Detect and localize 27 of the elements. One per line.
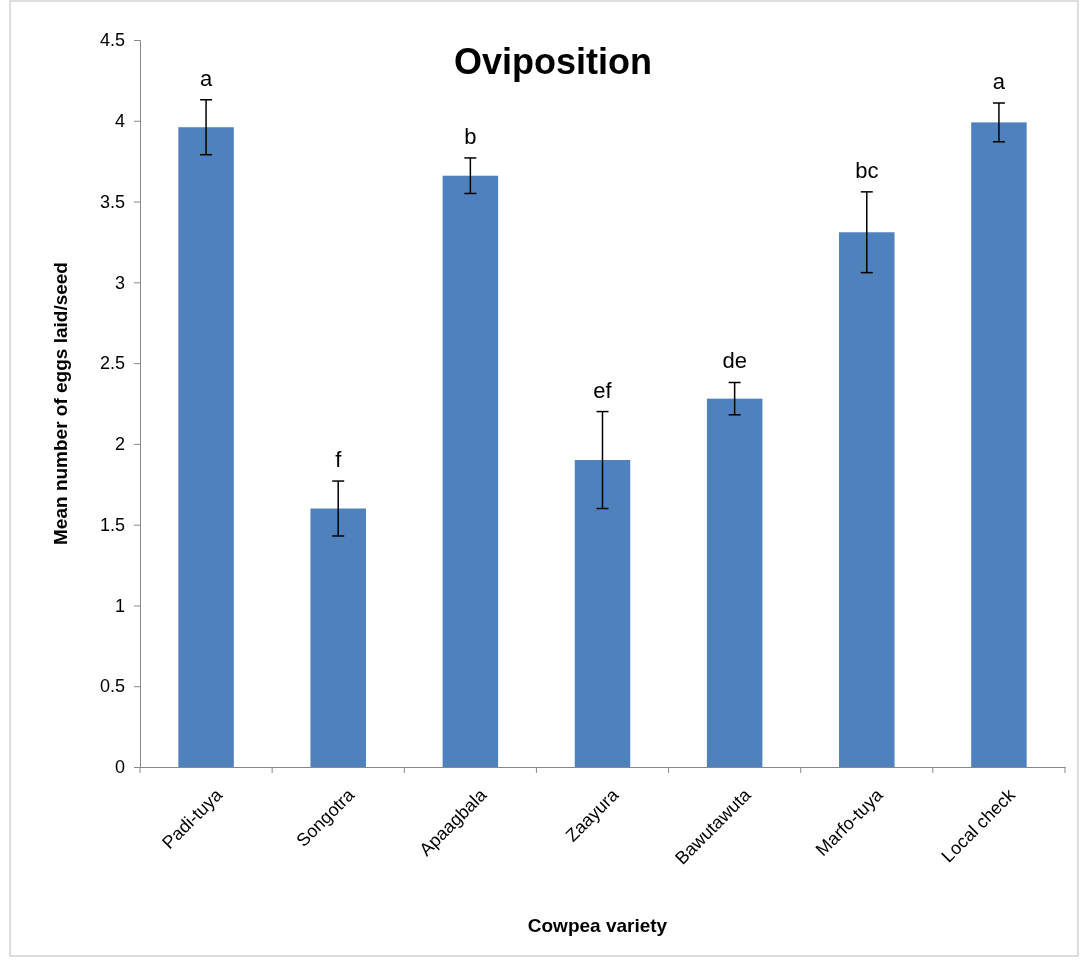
annotation: bc <box>855 157 879 183</box>
bar <box>706 398 763 767</box>
chart-title: Oviposition <box>454 41 652 82</box>
x-axis-title: Cowpea variety <box>527 915 668 936</box>
bar <box>310 508 366 767</box>
bar <box>971 122 1027 767</box>
y-tick-label: 3.5 <box>99 191 125 212</box>
annotation: a <box>199 65 213 91</box>
y-tick-label: 1 <box>114 595 125 616</box>
y-axis-title: Mean number of eggs laid/seed <box>50 262 71 545</box>
annotation: ef <box>593 377 613 403</box>
y-tick-label: 3 <box>114 272 125 293</box>
bar <box>442 175 499 767</box>
bar <box>178 127 234 767</box>
annotation: a <box>992 69 1006 95</box>
y-tick-label: 2 <box>114 434 125 455</box>
y-tick-label: 0.5 <box>99 676 125 697</box>
y-tick-label: 4 <box>114 111 125 132</box>
y-tick-label: 1.5 <box>99 514 125 535</box>
bar <box>574 460 631 767</box>
y-tick-label: 4.5 <box>99 30 125 51</box>
bar <box>839 232 895 767</box>
y-tick-label: 2.5 <box>99 353 125 374</box>
annotation: de <box>722 348 747 374</box>
y-tick-label: 0 <box>114 757 125 778</box>
annotation: b <box>464 123 477 149</box>
annotation: f <box>335 447 343 473</box>
